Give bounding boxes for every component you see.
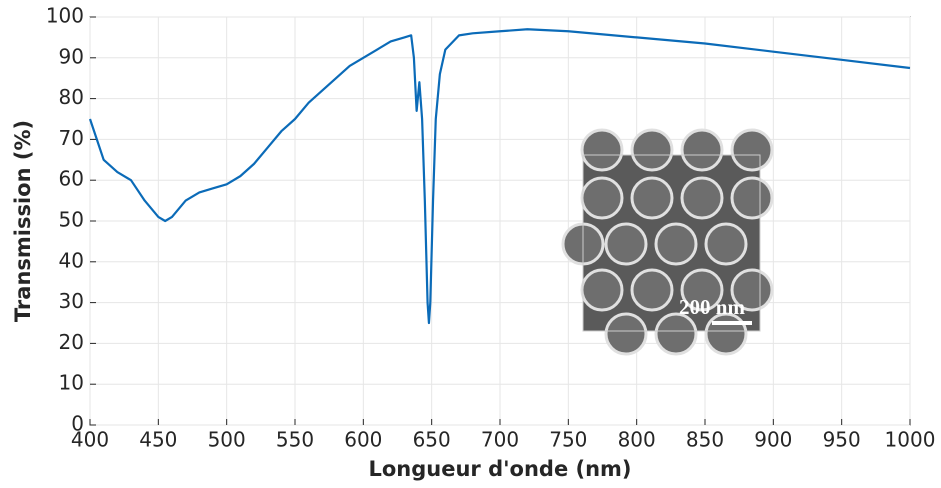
- lines: [88, 28, 911, 325]
- x-tick-label: 650: [413, 428, 451, 452]
- y-tick-label: 60: [59, 167, 84, 191]
- inset-label: 200 nm: [679, 295, 745, 319]
- inset-circles: [561, 128, 774, 356]
- y-tick-label: 10: [59, 371, 84, 395]
- y-tick-label: 0: [71, 412, 84, 436]
- x-tick-label: 700: [481, 428, 519, 452]
- y-tick-label: 70: [59, 126, 84, 150]
- y-tick-label: 90: [59, 44, 84, 68]
- data-line: [88, 28, 911, 325]
- x-tick-label: 550: [276, 428, 314, 452]
- x-tick-label: 900: [754, 428, 792, 452]
- x-tick-label: 750: [549, 428, 587, 452]
- x-tick-label: 500: [208, 428, 246, 452]
- x-tick-label: 850: [686, 428, 724, 452]
- x-tick-label: 1000: [885, 428, 936, 452]
- x-axis-label: Longueur d'onde (nm): [368, 457, 631, 481]
- y-tick-label: 20: [59, 330, 84, 354]
- x-tick-label: 950: [823, 428, 861, 452]
- x-tick-label: 800: [618, 428, 656, 452]
- y-tick-label: 40: [59, 248, 84, 272]
- y-axis-label: Transmission (%): [11, 120, 35, 322]
- y-tick-label: 80: [59, 85, 84, 109]
- y-tick-label: 100: [46, 4, 84, 28]
- y-tick-label: 50: [59, 208, 84, 232]
- y-tick-label: 30: [59, 289, 84, 313]
- inset-image: 200 nm: [561, 128, 774, 356]
- x-tick-label: 450: [139, 428, 177, 452]
- x-tick-label: 400: [71, 428, 109, 452]
- x-tick-label: 600: [344, 428, 382, 452]
